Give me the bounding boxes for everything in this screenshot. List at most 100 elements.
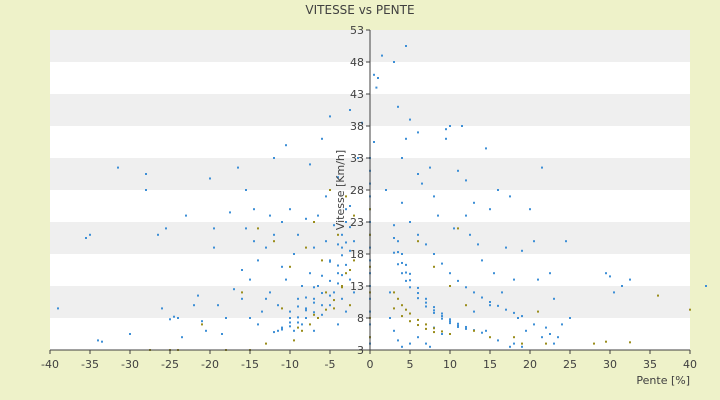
data-point [225, 317, 227, 319]
data-point [305, 317, 307, 319]
data-point [325, 240, 327, 243]
data-point [449, 333, 451, 335]
data-point [265, 297, 267, 300]
data-point [593, 342, 595, 345]
data-point [241, 297, 243, 300]
data-point [217, 304, 219, 307]
data-point [349, 109, 351, 111]
data-point [349, 278, 351, 281]
data-point [509, 345, 511, 348]
data-point [621, 285, 623, 287]
data-point [473, 329, 475, 332]
data-point [417, 297, 419, 300]
data-point [433, 253, 435, 255]
data-point [609, 275, 611, 278]
data-point [273, 240, 275, 243]
data-point [461, 125, 463, 127]
y-axis-label: Vitesse [Km/h] [334, 150, 347, 230]
x-axis-label: Pente [%] [636, 374, 690, 387]
data-point [241, 269, 243, 271]
data-point [329, 115, 331, 118]
x-tick-label: -15 [241, 358, 259, 371]
data-point [277, 329, 279, 332]
data-point [297, 316, 299, 319]
data-point [425, 243, 427, 246]
data-point [425, 297, 427, 300]
data-point [269, 214, 271, 217]
data-point [417, 318, 419, 321]
data-point [373, 141, 375, 143]
data-point [353, 291, 355, 294]
data-point [417, 240, 419, 243]
data-point [89, 233, 91, 236]
data-point [325, 291, 327, 294]
data-point [313, 286, 315, 289]
data-point [337, 323, 339, 326]
data-point [489, 301, 491, 303]
data-point [613, 291, 615, 294]
data-point [253, 240, 255, 243]
data-point [221, 333, 223, 335]
data-point [689, 308, 691, 311]
data-point [409, 342, 411, 345]
x-tick-label: 5 [407, 358, 414, 371]
data-point [349, 269, 351, 271]
data-point [289, 310, 291, 313]
data-point [497, 189, 499, 191]
data-point [337, 282, 339, 285]
data-point [605, 272, 607, 275]
data-point [169, 318, 171, 321]
data-point [273, 157, 275, 159]
data-point [657, 294, 659, 297]
y-tick-label: 18 [350, 248, 364, 261]
data-point [377, 77, 379, 79]
data-point [341, 285, 343, 287]
data-point [245, 189, 247, 191]
data-point [281, 326, 283, 329]
x-tick-label: 10 [443, 358, 457, 371]
x-tick-label: -10 [281, 358, 299, 371]
data-point [349, 205, 351, 207]
x-tick-label: 0 [367, 358, 374, 371]
data-point [281, 328, 283, 331]
data-point [281, 221, 283, 223]
data-point [441, 317, 443, 320]
data-point [441, 330, 443, 333]
y-tick-label: 53 [350, 24, 364, 37]
data-point [517, 317, 519, 319]
data-point [229, 211, 231, 214]
data-point [265, 342, 267, 345]
data-point [361, 121, 363, 124]
data-point [513, 336, 515, 339]
data-point [297, 305, 299, 308]
data-point [393, 251, 395, 254]
data-point [257, 227, 259, 230]
data-point [405, 279, 407, 282]
data-point [521, 249, 523, 252]
data-point [401, 272, 403, 275]
data-point [521, 342, 523, 345]
data-point [393, 329, 395, 332]
data-point [341, 233, 343, 236]
data-point [457, 279, 459, 282]
x-axis-ticks: -40 -35 -30 -25 -20 -15 -10 -5 0 5 10 15 20 25 30 35 40 [41, 350, 697, 371]
data-point [473, 310, 475, 313]
data-point [297, 321, 299, 324]
data-point [401, 304, 403, 307]
data-point [309, 163, 311, 166]
data-point [405, 271, 407, 274]
data-point [541, 166, 543, 169]
data-point [317, 285, 319, 287]
data-point [441, 262, 443, 265]
data-point [185, 214, 187, 217]
x-tick-label: 20 [523, 358, 537, 371]
data-point [321, 304, 323, 307]
data-point [305, 246, 307, 249]
data-point [353, 214, 355, 217]
data-point [193, 304, 195, 307]
data-point [505, 308, 507, 311]
data-point [101, 340, 103, 343]
data-point [373, 73, 375, 76]
data-point [465, 327, 467, 330]
